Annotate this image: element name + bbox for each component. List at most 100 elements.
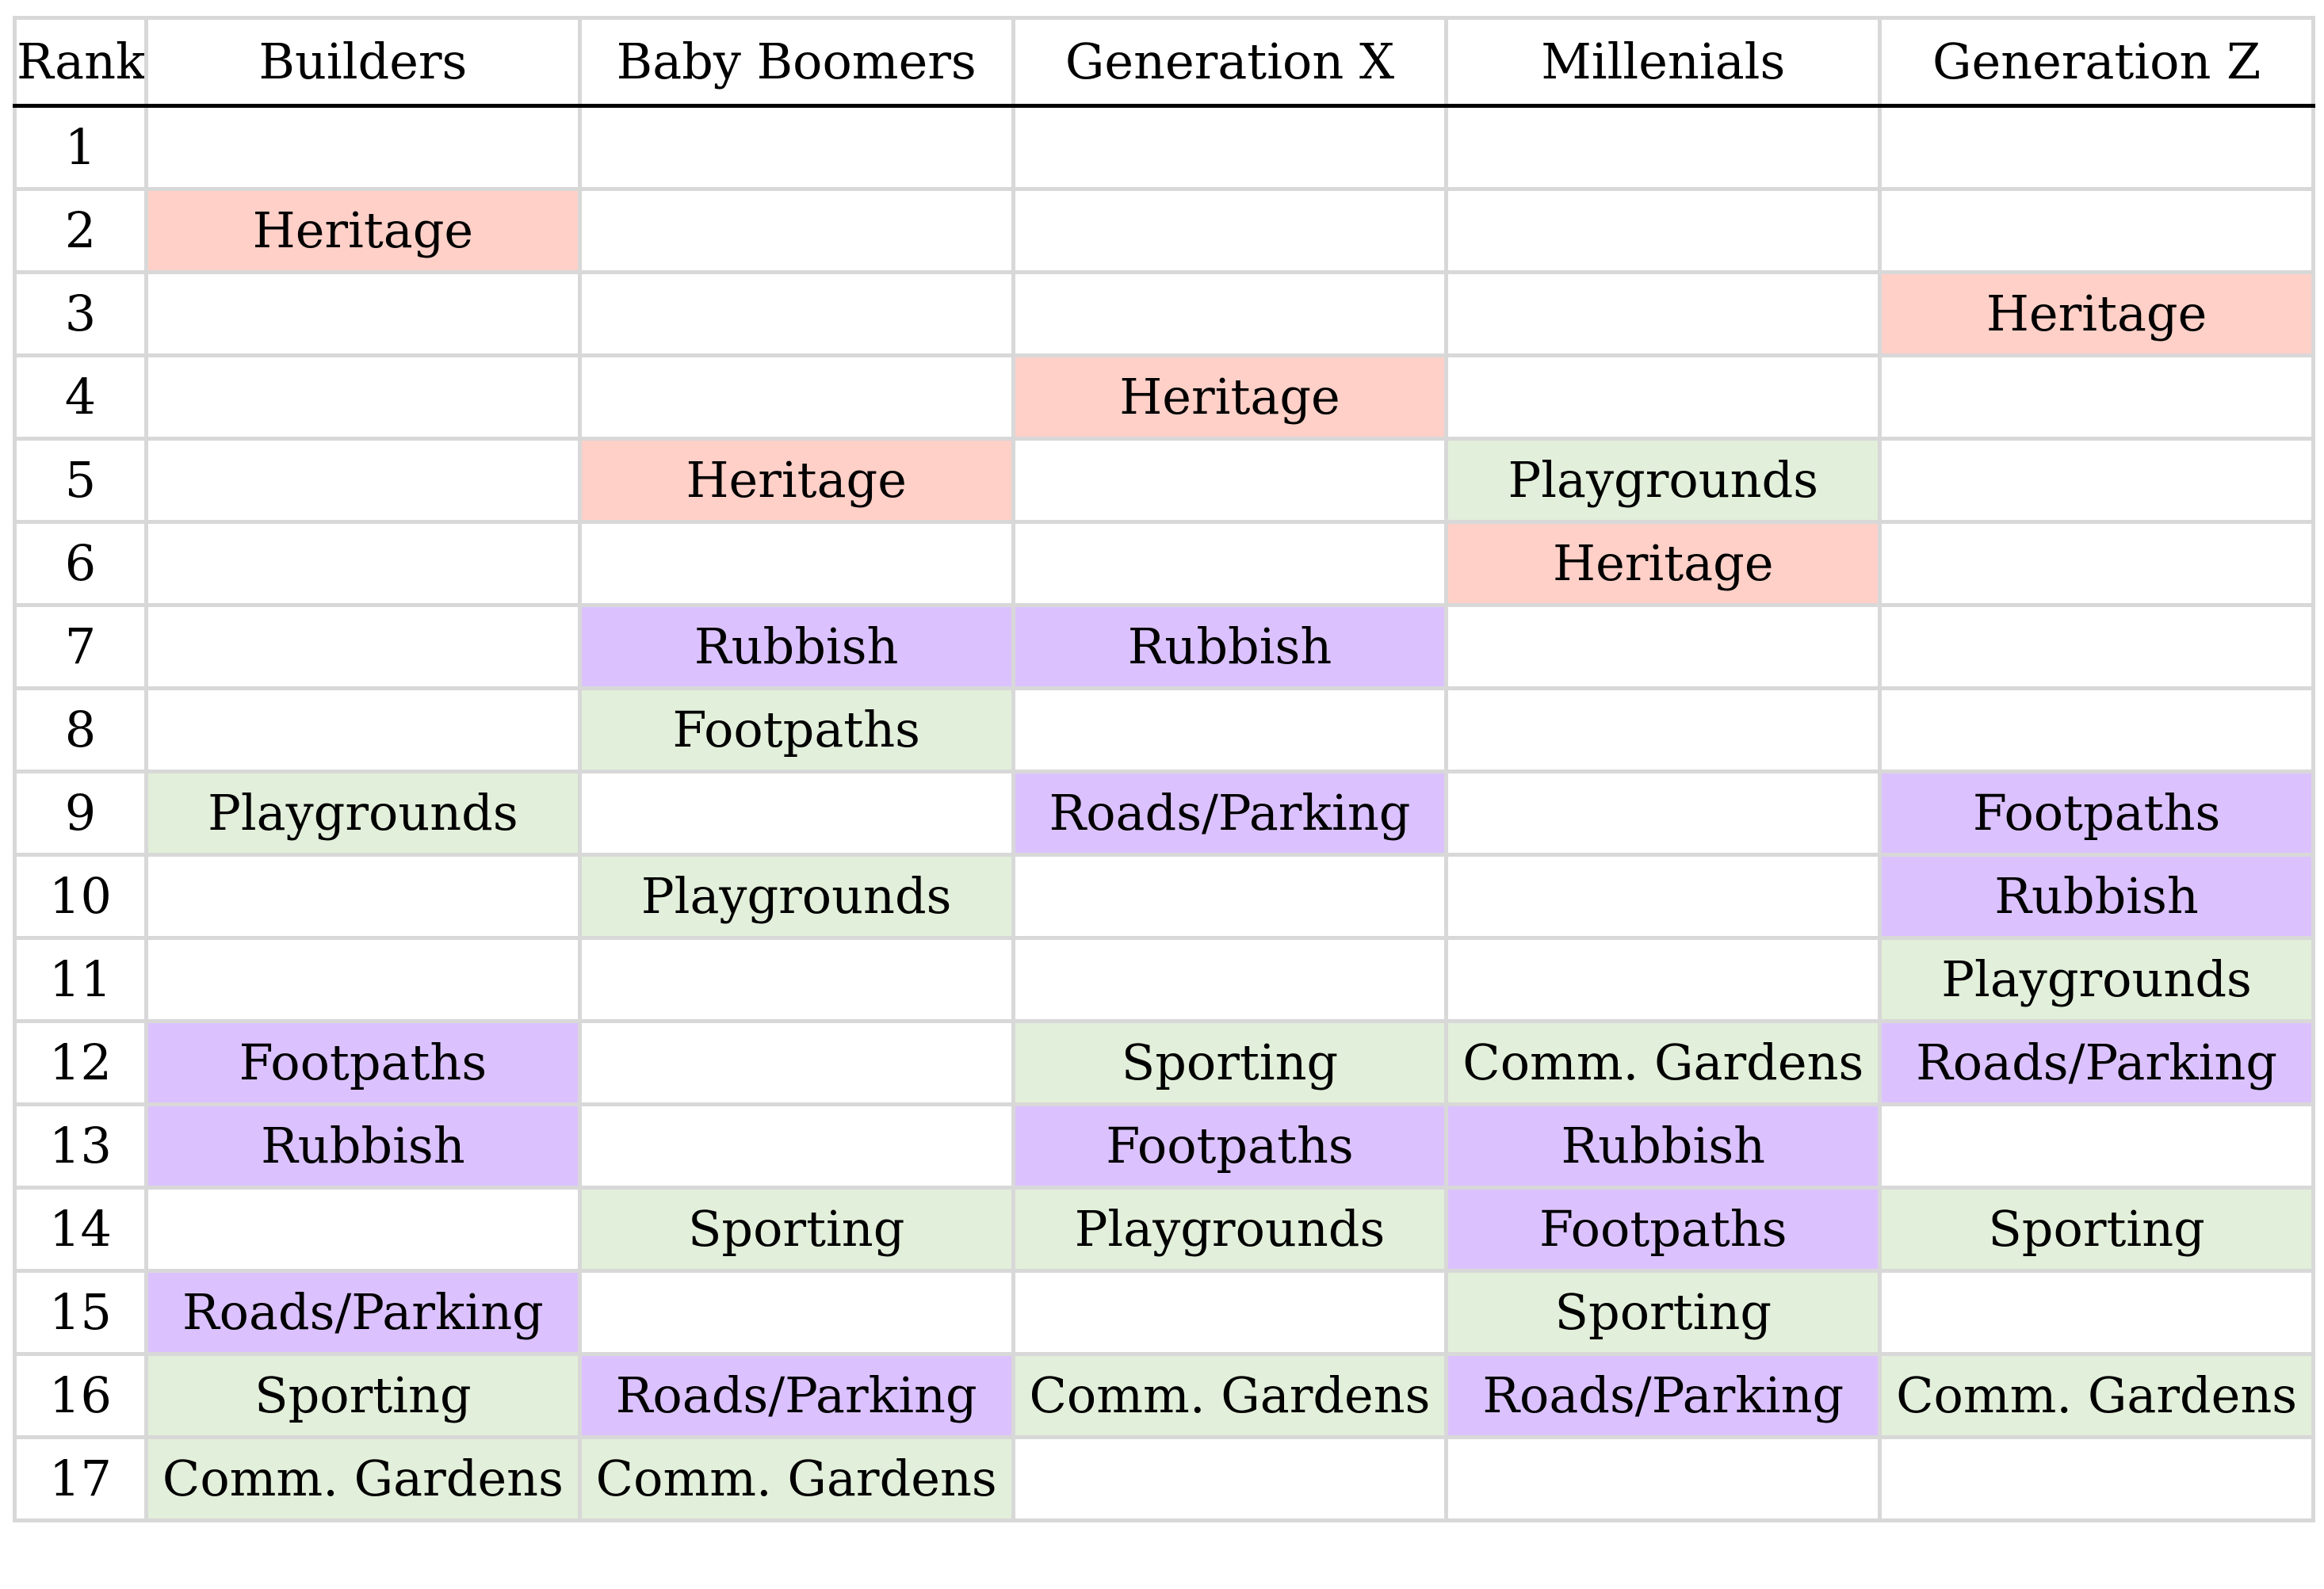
cell-baby-boomers: Footpaths (577, 686, 1015, 773)
rank-cell: 14 (13, 1186, 148, 1273)
cell-generation-z: Roads/Parking (1878, 1019, 2315, 1106)
cell-millenials (1444, 187, 1883, 274)
table-row: 5 Heritage Playgrounds (13, 437, 2315, 524)
cell-millenials (1444, 686, 1883, 773)
cell-millenials: Roads/Parking (1444, 1352, 1883, 1439)
cell-generation-z (1878, 1435, 2315, 1522)
table-row: 14 Sporting Playgrounds Footpaths Sporting (13, 1186, 2315, 1273)
cell-millenials (1444, 353, 1883, 441)
rank-cell: 6 (13, 520, 148, 607)
cell-generation-x: Footpaths (1011, 1102, 1449, 1190)
cell-baby-boomers (577, 520, 1015, 607)
table-row: 15 Roads/Parking Sporting (13, 1269, 2315, 1356)
cell-millenials (1444, 770, 1883, 857)
cell-generation-z (1878, 187, 2315, 274)
table-row: 10 Playgrounds Rubbish (13, 853, 2315, 940)
header-builders: Builders (144, 16, 582, 108)
rank-cell: 1 (13, 104, 148, 191)
cell-millenials (1444, 853, 1883, 940)
rank-cell: 17 (13, 1435, 148, 1522)
cell-builders (144, 1186, 582, 1273)
cell-baby-boomers (577, 1102, 1015, 1190)
cell-builders (144, 520, 582, 607)
cell-builders: Comm. Gardens (144, 1435, 582, 1522)
cell-baby-boomers (577, 770, 1015, 857)
cell-builders (144, 686, 582, 773)
cell-generation-x (1011, 104, 1449, 191)
cell-millenials (1444, 603, 1883, 690)
cell-generation-x (1011, 520, 1449, 607)
header-generation-x: Generation X (1011, 16, 1449, 108)
table-row: 7 Rubbish Rubbish (13, 603, 2315, 690)
cell-generation-z (1878, 104, 2315, 191)
cell-builders (144, 936, 582, 1023)
cell-generation-x (1011, 437, 1449, 524)
cell-baby-boomers (577, 187, 1015, 274)
cell-builders (144, 603, 582, 690)
cell-builders (144, 853, 582, 940)
cell-generation-x: Comm. Gardens (1011, 1352, 1449, 1439)
cell-millenials: Heritage (1444, 520, 1883, 607)
cell-generation-z: Heritage (1878, 270, 2315, 357)
cell-generation-z (1878, 686, 2315, 773)
cell-builders (144, 437, 582, 524)
cell-generation-x (1011, 1435, 1449, 1522)
table-row: 17 Comm. Gardens Comm. Gardens (13, 1435, 2315, 1522)
cell-generation-x (1011, 936, 1449, 1023)
table-row: 9 Playgrounds Roads/Parking Footpaths (13, 770, 2315, 857)
cell-builders: Footpaths (144, 1019, 582, 1106)
cell-generation-z (1878, 437, 2315, 524)
cell-generation-z: Sporting (1878, 1186, 2315, 1273)
cell-generation-z (1878, 353, 2315, 441)
header-generation-z: Generation Z (1878, 16, 2315, 108)
cell-baby-boomers: Roads/Parking (577, 1352, 1015, 1439)
cell-builders: Playgrounds (144, 770, 582, 857)
cell-generation-z: Comm. Gardens (1878, 1352, 2315, 1439)
rank-cell: 15 (13, 1269, 148, 1356)
cell-generation-z (1878, 603, 2315, 690)
cell-baby-boomers: Playgrounds (577, 853, 1015, 940)
cell-millenials: Sporting (1444, 1269, 1883, 1356)
cell-generation-z: Rubbish (1878, 853, 2315, 940)
header-baby-boomers: Baby Boomers (577, 16, 1015, 108)
rank-cell: 16 (13, 1352, 148, 1439)
cell-generation-x: Heritage (1011, 353, 1449, 441)
cell-generation-z: Footpaths (1878, 770, 2315, 857)
cell-baby-boomers (577, 104, 1015, 191)
cell-generation-x: Roads/Parking (1011, 770, 1449, 857)
rank-cell: 2 (13, 187, 148, 274)
table-row: 8 Footpaths (13, 686, 2315, 773)
cell-builders: Sporting (144, 1352, 582, 1439)
cell-baby-boomers (577, 270, 1015, 357)
cell-generation-x (1011, 187, 1449, 274)
cell-generation-x (1011, 1269, 1449, 1356)
cell-generation-z: Playgrounds (1878, 936, 2315, 1023)
cell-millenials (1444, 936, 1883, 1023)
rank-cell: 9 (13, 770, 148, 857)
cell-generation-z (1878, 520, 2315, 607)
cell-builders: Roads/Parking (144, 1269, 582, 1356)
cell-baby-boomers (577, 936, 1015, 1023)
header-rank: Rank (13, 16, 148, 108)
rank-cell: 4 (13, 353, 148, 441)
cell-baby-boomers: Rubbish (577, 603, 1015, 690)
cell-millenials: Footpaths (1444, 1186, 1883, 1273)
cell-generation-x: Playgrounds (1011, 1186, 1449, 1273)
cell-generation-z (1878, 1102, 2315, 1190)
cell-builders (144, 270, 582, 357)
table-body: 1 2 Heritage 3 Heritage 4 Heritage 5 Heritage Pla… (13, 104, 2315, 1522)
table-header-row: Rank Builders Baby Boomers Generation X … (13, 16, 2315, 108)
cell-millenials (1444, 270, 1883, 357)
cell-millenials: Rubbish (1444, 1102, 1883, 1190)
ranking-table: Rank Builders Baby Boomers Generation X … (13, 16, 2315, 1522)
cell-builders (144, 104, 582, 191)
cell-baby-boomers (577, 1269, 1015, 1356)
table-row: 16 Sporting Roads/Parking Comm. Gardens Road… (13, 1352, 2315, 1439)
cell-millenials: Playgrounds (1444, 437, 1883, 524)
cell-generation-x (1011, 270, 1449, 357)
rank-cell: 3 (13, 270, 148, 357)
rank-cell: 13 (13, 1102, 148, 1190)
cell-generation-x (1011, 686, 1449, 773)
rank-cell: 5 (13, 437, 148, 524)
cell-generation-x: Rubbish (1011, 603, 1449, 690)
